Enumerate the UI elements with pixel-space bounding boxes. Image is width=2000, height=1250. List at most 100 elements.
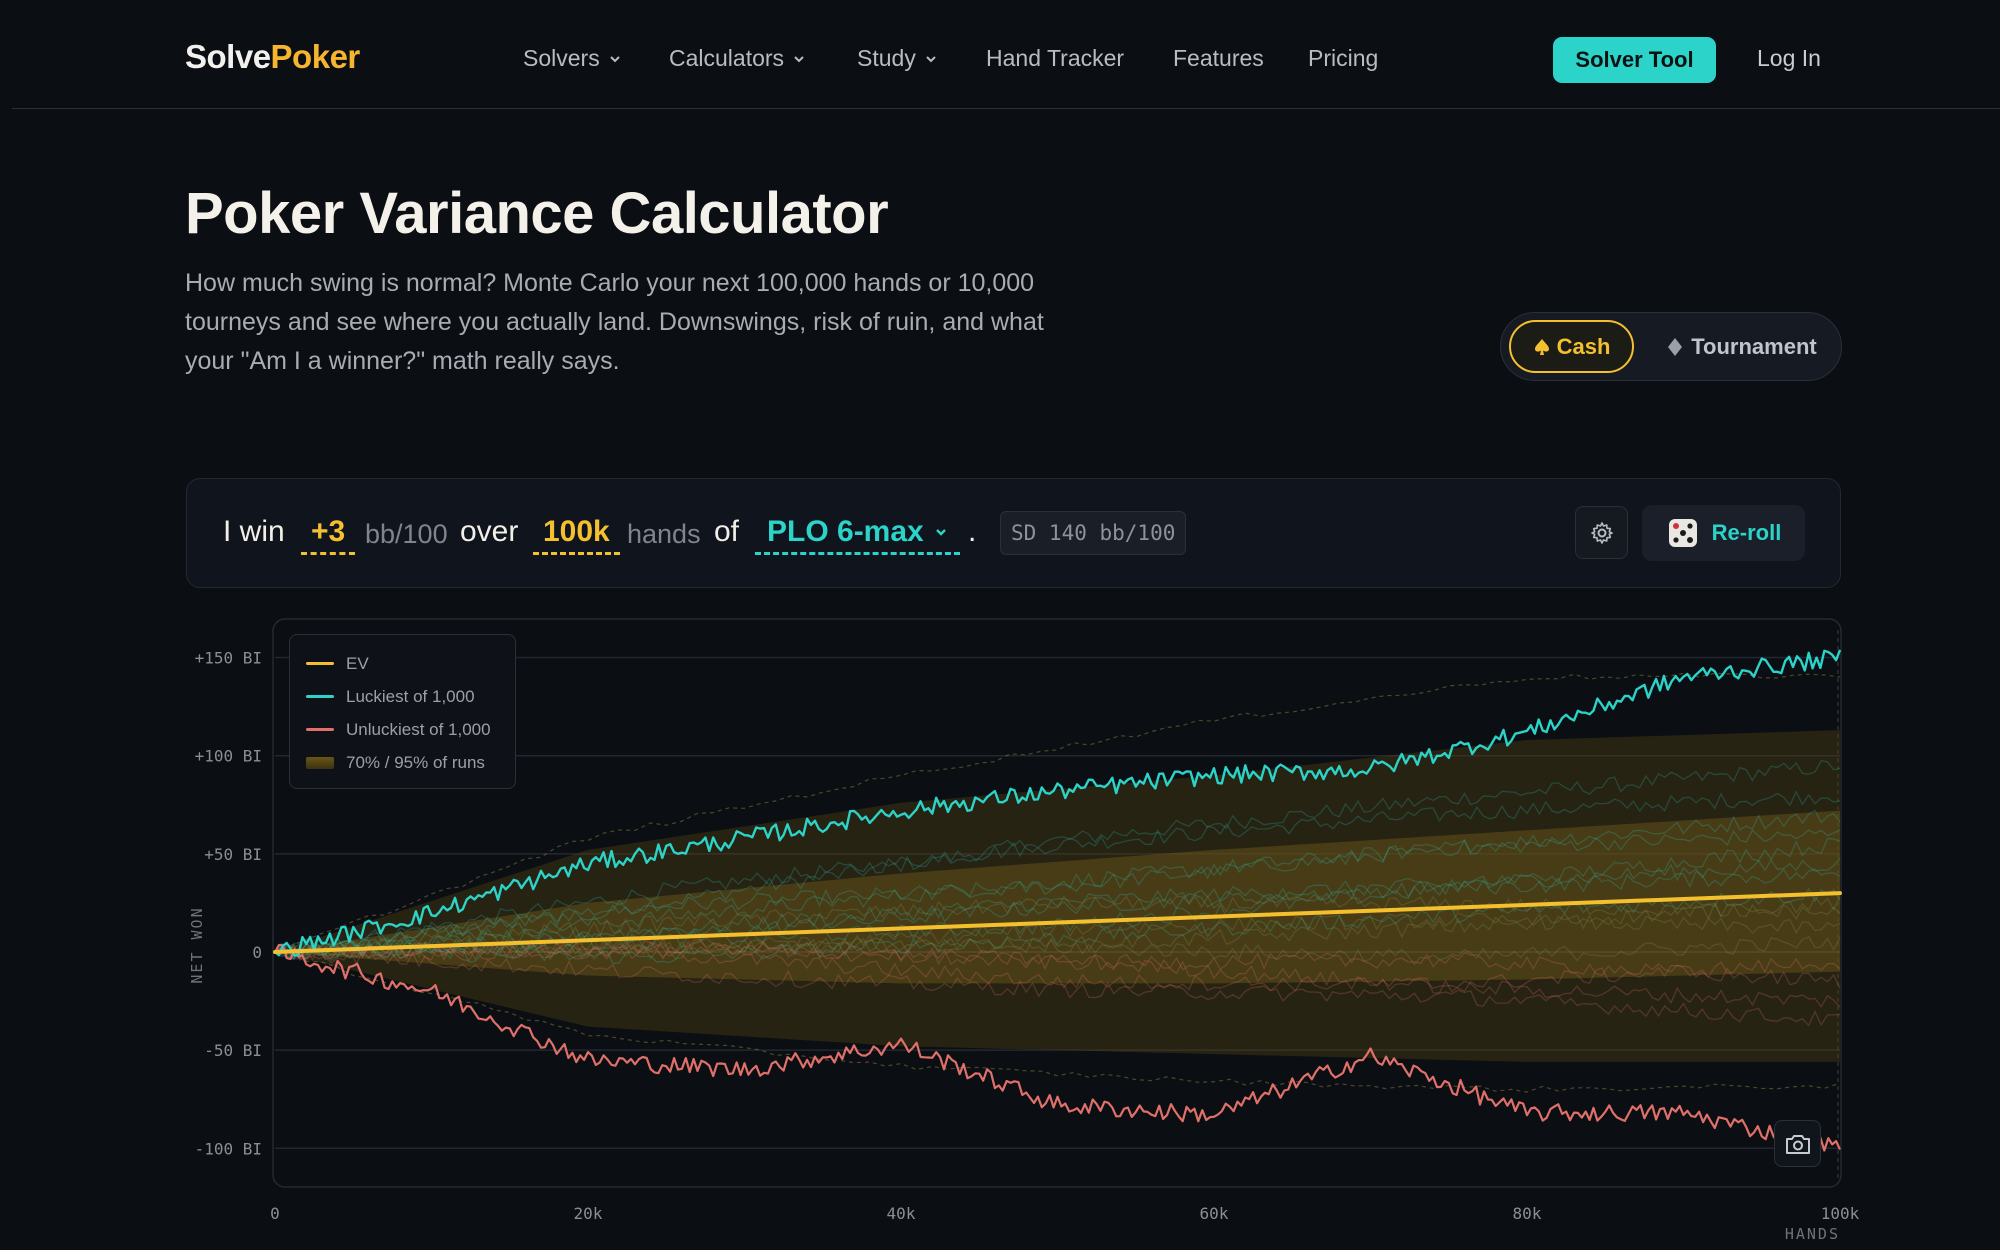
sd-badge: SD 140 bb/100 [1000,511,1187,555]
nav-hand-tracker[interactable]: Hand Tracker [986,45,1124,72]
mode-cash-button[interactable]: Cash [1509,320,1634,373]
chart-grid [275,630,1840,1180]
page-title: Poker Variance Calculator [185,181,889,246]
chevron-down-icon [926,55,936,62]
legend-ev-label: EV [346,653,369,673]
legend-band-label: 70% / 95% of runs [346,752,485,772]
x-axis-label: HANDS [1785,1225,1840,1243]
unluckiest-line [274,943,1841,1153]
nav-solvers[interactable]: Solvers [523,45,622,72]
gear-icon [1590,521,1613,544]
nav-hand-tracker-label: Hand Tracker [986,45,1125,71]
logo-text-solve: Solve [185,38,271,75]
reroll-label: Re-roll [1711,520,1782,545]
legend-luckiest-swatch [306,695,334,698]
hands-input[interactable]: 100k [533,515,620,555]
x-tick-label: 100k [1821,1204,1860,1223]
chart-plot-frame [272,618,1842,1188]
luckiest-line [274,649,1842,957]
game-select[interactable]: PLO 6-max [755,515,960,555]
sample-run-line [274,809,1841,958]
mode-toggle: Cash Tournament [1500,312,1842,381]
solver-tool-button[interactable]: Solver Tool [1553,37,1716,83]
top-nav: SolvePoker Solvers Calculators Study Han… [12,0,2000,109]
legend-luckiest-label: Luckiest of 1,000 [346,686,475,706]
sample-run-line [274,857,1841,960]
sample-run-line [274,829,1841,959]
nav-pricing-label: Pricing [1308,45,1379,71]
sample-run-line [274,943,1841,993]
legend-unluckiest: Unluckiest of 1,000 [306,713,499,746]
x-tick-label: 80k [1513,1204,1542,1223]
legend-ev: EV [306,647,499,680]
sample-run-line [274,940,1841,1008]
logo[interactable]: SolvePoker [185,38,360,76]
legend-unluckiest-swatch [306,728,334,731]
sample-run-line [274,868,1841,961]
y-tick-label: 0 [252,943,262,962]
envelope-line [274,672,1841,953]
x-tick-label: 20k [574,1204,603,1223]
variance-input-sentence: I win +3 bb/100 over 100k hands of PLO 6… [186,478,1841,588]
band-95 [275,730,1840,1062]
logo-text-poker: Poker [270,38,361,75]
legend-band-swatch [306,756,334,769]
y-tick-label: -100 BI [195,1139,262,1158]
nav-features-label: Features [1173,45,1264,71]
nav-study-label: Study [857,45,916,71]
x-tick-label: 0 [270,1204,280,1223]
sample-run-line [274,790,1841,956]
settings-button[interactable] [1575,506,1628,559]
sentence-period: . [968,515,977,548]
nav-calculators[interactable]: Calculators [669,45,806,72]
y-tick-label: +150 BI [195,649,262,668]
sample-run-line [274,895,1841,959]
legend-unluckiest-label: Unluckiest of 1,000 [346,719,491,739]
winrate-unit: bb/100 [365,519,448,549]
page-subtitle: How much swing is normal? Monte Carlo yo… [185,269,1044,375]
login-link[interactable]: Log In [1757,45,1821,71]
envelope-line [274,951,1841,1093]
hands-unit: hands [627,519,701,549]
dice-icon [1668,519,1697,547]
legend-luckiest: Luckiest of 1,000 [306,680,499,713]
chart-legend: EV Luckiest of 1,000 Unluckiest of 1,000… [289,634,516,789]
legend-band: 70% / 95% of runs [306,746,499,779]
x-tick-label: 60k [1200,1204,1229,1223]
chart-bands [275,730,1840,1062]
y-tick-label: -50 BI [204,1041,262,1060]
nav-features[interactable]: Features [1173,45,1264,72]
reroll-button[interactable]: Re-roll [1642,505,1805,561]
sentence-over: over [460,515,519,548]
chevron-down-icon [794,55,804,62]
sample-run-line [274,935,1841,966]
chart-ticks: +150 BI +100 BI +50 BI 0 -50 BI -100 BI 0 20k 40… [195,649,1860,1223]
sample-run-line [274,759,1841,956]
nav-pricing[interactable]: Pricing [1308,45,1378,72]
band-70 [275,810,1840,984]
y-tick-label: +50 BI [204,845,262,864]
mode-tournament-label: Tournament [1691,333,1817,359]
mode-tournament-button[interactable]: Tournament [1657,320,1827,373]
chevron-down-icon [609,55,620,62]
chevron-down-icon [935,529,946,536]
nav-calculators-label: Calculators [669,45,785,71]
sentence-of: of [714,515,740,548]
screenshot-button[interactable] [1774,1120,1821,1167]
nav-solvers-label: Solvers [523,45,600,71]
nav-study[interactable]: Study [857,45,938,72]
winrate-input[interactable]: +3 [301,515,356,555]
chart-sample-runs [274,672,1841,1093]
ev-line [273,891,1842,954]
camera-icon [1785,1134,1810,1154]
y-tick-label: +100 BI [195,747,262,766]
game-select-value: PLO 6-max [767,515,924,548]
sentence-i-win: I win [223,515,285,548]
legend-ev-swatch [306,662,334,665]
mode-cash-label: Cash [1556,333,1611,359]
sample-run-line [274,947,1841,1027]
spade-icon [1534,338,1549,355]
sample-run-line [274,887,1841,965]
chart-series [273,649,1842,1153]
